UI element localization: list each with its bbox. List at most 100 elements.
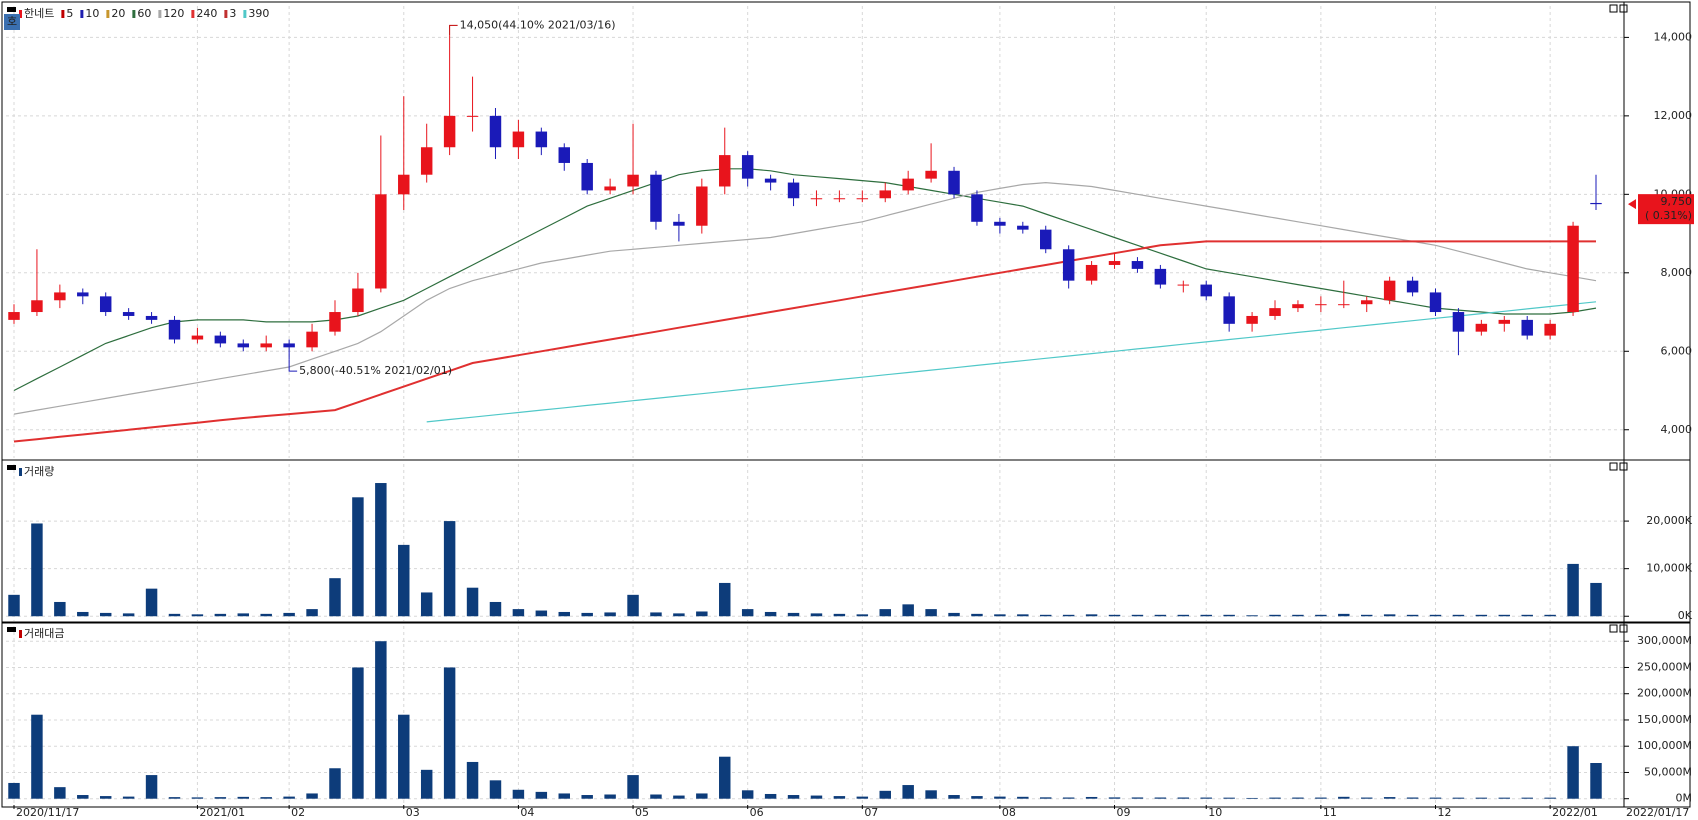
candle-body: [191, 335, 204, 340]
candle: [856, 190, 869, 203]
x-tick-label: 2020/11/17: [16, 806, 79, 819]
bar: [1246, 797, 1258, 799]
bar: [1452, 614, 1465, 617]
ma-line: [426, 301, 1597, 423]
bar: [1475, 614, 1488, 617]
bar: [77, 795, 89, 799]
last-price-box: [1638, 194, 1694, 225]
candle-body: [489, 115, 502, 148]
bar: [1315, 797, 1327, 799]
bar: [1315, 614, 1327, 617]
bar: [1223, 614, 1235, 617]
bar: [54, 601, 66, 617]
bar: [535, 610, 548, 617]
candle: [329, 300, 341, 336]
bar: [1108, 614, 1121, 617]
bar: [741, 790, 754, 799]
panel-icon: [7, 627, 16, 632]
bar: [719, 756, 731, 799]
candle-body: [1200, 284, 1212, 297]
bar: [719, 582, 731, 617]
candle: [99, 292, 112, 316]
candle: [1269, 300, 1281, 320]
bar: [1452, 797, 1465, 799]
bar: [1406, 797, 1419, 799]
candle-body: [535, 131, 548, 148]
legend-swatch: [80, 10, 84, 18]
bar: [696, 793, 708, 799]
candle: [1521, 315, 1533, 340]
bar: [1429, 614, 1442, 617]
candle: [443, 35, 456, 156]
bar: [329, 578, 341, 617]
candle-body: [1498, 319, 1511, 324]
bar: [994, 796, 1006, 799]
candle-body: [1154, 268, 1167, 285]
candle: [1360, 296, 1373, 313]
bar: [1383, 614, 1396, 617]
bar: [856, 614, 869, 617]
candle-body: [466, 115, 479, 117]
bar: [1177, 614, 1190, 617]
candle-body: [283, 343, 295, 348]
bar: [443, 667, 456, 799]
x-tick-label: 12: [1438, 806, 1452, 819]
candle: [1131, 257, 1144, 273]
candle-body: [1360, 300, 1373, 305]
candle-body: [1383, 280, 1396, 301]
x-tick-label: 2022/01: [1552, 806, 1598, 819]
bar: [833, 796, 846, 799]
bar: [604, 794, 616, 799]
ma-line: [13, 168, 1597, 392]
candle: [948, 166, 960, 199]
candle: [1315, 296, 1327, 313]
legend-entry: 3: [229, 7, 236, 20]
y-tick-label: 150,000M: [1637, 713, 1692, 726]
bar: [191, 797, 204, 799]
candle: [466, 76, 479, 132]
bar: [810, 795, 823, 799]
bar: [398, 714, 410, 799]
candle-body: [1521, 319, 1533, 336]
candle-body: [696, 186, 708, 226]
candle: [971, 190, 983, 226]
bar: [925, 790, 937, 799]
bar: [673, 795, 685, 799]
candle-body: [902, 178, 914, 191]
candle: [627, 123, 639, 195]
candle: [260, 335, 272, 352]
candle-body: [512, 131, 525, 148]
bar: [1406, 614, 1419, 617]
candle: [1383, 276, 1396, 305]
candle-body: [1131, 261, 1144, 269]
candle-body: [994, 221, 1006, 226]
candle: [764, 174, 777, 191]
bar: [1567, 563, 1579, 617]
bar: [1131, 797, 1144, 799]
bar: [1338, 796, 1350, 799]
candle: [1406, 276, 1419, 297]
candle: [1498, 315, 1511, 332]
bar: [1085, 614, 1098, 617]
candle: [673, 213, 685, 242]
candle: [8, 304, 20, 324]
candle-body: [329, 312, 341, 332]
x-tick-label: 02: [291, 806, 305, 819]
candle-body: [1452, 312, 1465, 332]
bar: [925, 609, 937, 617]
bar: [1544, 614, 1556, 617]
button[interactable]: [4, 14, 20, 30]
bar: [1200, 614, 1212, 617]
legend-title: 한네트: [24, 7, 54, 20]
legend-swatch: [19, 10, 22, 18]
candle: [31, 249, 43, 316]
bar: [1108, 797, 1121, 799]
bar: [31, 714, 43, 799]
candle-body: [1040, 229, 1052, 250]
panel-controls: [1619, 462, 1628, 471]
bar: [329, 768, 341, 799]
bar: [1475, 797, 1488, 799]
bar: [1269, 614, 1281, 617]
candle-body: [1544, 323, 1556, 336]
